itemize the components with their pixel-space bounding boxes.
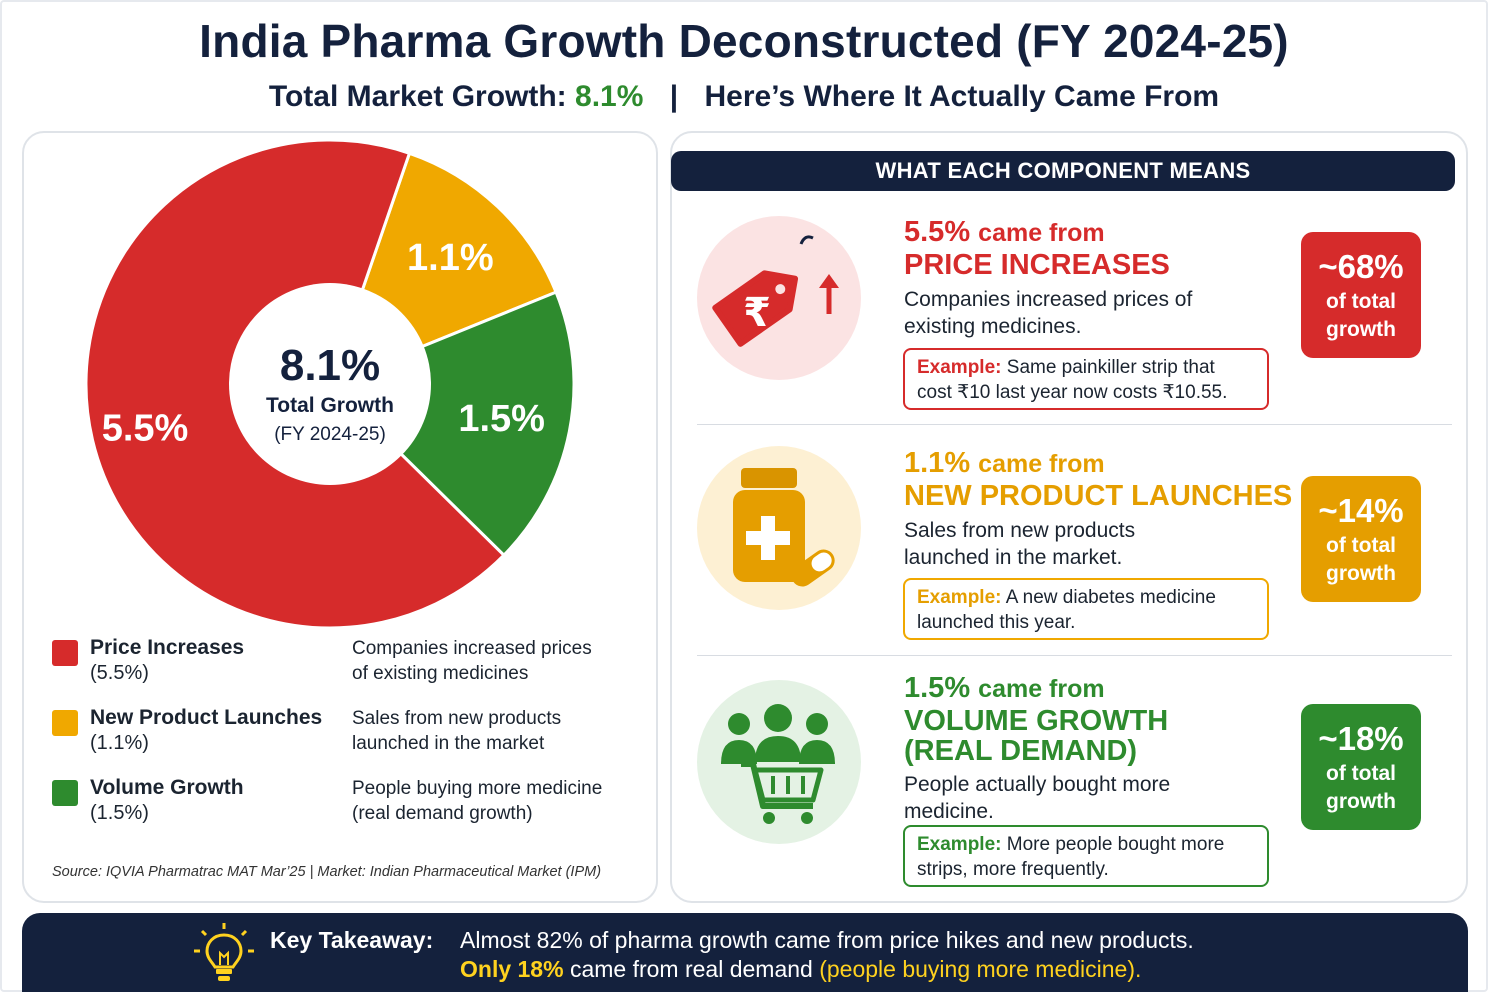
component-desc-line: existing medicines. — [904, 315, 1082, 338]
component-title: VOLUME GROWTH (REAL DEMAND) — [904, 706, 1168, 766]
component-desc-line: Sales from new products — [904, 519, 1136, 542]
share-value: ~18% — [1318, 720, 1404, 757]
share-label: of total — [1326, 534, 1396, 557]
donut-data-label: 1.1% — [407, 237, 494, 279]
example-box: Example: More people bought more strips,… — [903, 825, 1269, 887]
example-label: Example: — [917, 587, 1002, 608]
share-badge: ~14% of total growth — [1301, 476, 1421, 602]
share-label: growth — [1326, 318, 1396, 341]
price-tag-rupee-icon: ₹ — [697, 216, 861, 380]
example-text: launched this year. — [917, 612, 1076, 633]
key-takeaway-banner: Key Takeaway: Almost 82% of pharma growt… — [22, 913, 1468, 992]
donut-slice-volume-growth — [327, 290, 576, 558]
legend-description: People buying more medicine (real demand… — [352, 776, 632, 826]
share-label: growth — [1326, 790, 1396, 813]
share-label: of total — [1326, 290, 1396, 313]
takeaway-line-2: Only 18% came from real demand (people b… — [460, 956, 1141, 983]
takeaway-highlight: Only 18% — [460, 956, 564, 982]
legend-swatch-green — [52, 780, 78, 806]
legend-desc-line: Companies increased prices — [352, 638, 592, 659]
legend-desc-line: People buying more medicine — [352, 778, 603, 799]
share-label: growth — [1326, 562, 1396, 585]
legend-name: Volume Growth — [90, 776, 244, 799]
donut-data-label: 5.5% — [102, 407, 189, 449]
subtitle-suffix: Here’s Where It Actually Came From — [704, 80, 1220, 113]
component-came-from: came from — [978, 450, 1105, 478]
example-text: More people bought more — [1006, 834, 1225, 855]
legend-item-volume-growth: Volume Growth (1.5%) People buying more … — [52, 776, 632, 836]
lightbulb-icon — [194, 923, 254, 981]
component-heading: 5.5% came from — [904, 216, 1105, 249]
legend-swatch-yellow — [52, 710, 78, 736]
subtitle-separator: | — [669, 80, 679, 113]
example-text: cost ₹10 last year now costs ₹10.55. — [917, 382, 1228, 403]
legend-item-new-product-launches: New Product Launches (1.1%) Sales from n… — [52, 706, 632, 766]
legend-desc-line: (real demand growth) — [352, 803, 533, 824]
divider — [697, 655, 1452, 656]
component-title: NEW PRODUCT LAUNCHES — [904, 480, 1293, 512]
component-desc-line: Companies increased prices of — [904, 288, 1193, 311]
donut-center-value: 8.1% — [280, 341, 380, 390]
legend-name: Price Increases — [90, 636, 245, 659]
legend-item-price-increases: Price Increases (5.5%) Companies increas… — [52, 636, 632, 696]
example-text: A new diabetes medicine — [1005, 587, 1216, 608]
medicine-bottle-icon — [697, 446, 861, 610]
takeaway-parenthetical: (people buying more medicine). — [819, 956, 1142, 982]
takeaway-line-1: Almost 82% of pharma growth came from pr… — [460, 927, 1194, 953]
subtitle-total-value: 8.1% — [575, 80, 644, 113]
takeaway-label: Key Takeaway: — [270, 927, 434, 953]
page-title: India Pharma Growth Deconstructed (FY 20… — [199, 15, 1289, 67]
component-desc-line: medicine. — [904, 800, 994, 823]
components-header: WHAT EACH COMPONENT MEANS — [671, 151, 1455, 191]
example-box: Example: A new diabetes medicine launche… — [903, 578, 1269, 640]
component-desc-line: People actually bought more — [904, 773, 1171, 796]
component-came-from: came from — [978, 675, 1105, 703]
share-badge: ~68% of total growth — [1301, 232, 1421, 358]
share-value: ~68% — [1318, 248, 1404, 285]
component-description: Companies increased prices of existing m… — [904, 286, 1234, 340]
example-label: Example: — [917, 357, 1002, 378]
example-text: strips, more frequently. — [917, 859, 1109, 880]
people-shopping-cart-icon — [697, 680, 861, 844]
donut-hole — [229, 283, 431, 485]
component-description: Sales from new products launched in the … — [904, 517, 1234, 571]
page-subtitle: Total Market Growth: 8.1% | Here’s Where… — [0, 80, 1488, 114]
legend-desc-line: of existing medicines — [352, 663, 529, 684]
share-label: of total — [1326, 762, 1396, 785]
component-title: PRICE INCREASES — [904, 249, 1170, 281]
svg-text:₹: ₹ — [743, 290, 771, 336]
component-came-from: came from — [978, 219, 1105, 247]
legend-desc-line: launched in the market — [352, 733, 545, 754]
component-heading: 1.5% came from — [904, 672, 1105, 705]
legend-swatch-red — [52, 640, 78, 666]
example-label: Example: — [917, 834, 1002, 855]
component-desc-line: launched in the market. — [904, 546, 1123, 569]
legend-value: (1.1%) — [90, 732, 149, 754]
example-text: Same painkiller strip that — [1006, 357, 1215, 378]
share-value: ~14% — [1318, 492, 1404, 529]
legend-desc-line: Sales from new products — [352, 708, 562, 729]
source-note: Source: IQVIA Pharmatrac MAT Mar’25 | Ma… — [52, 864, 602, 880]
donut-data-label: 1.5% — [458, 398, 545, 440]
component-percent: 1.1% — [904, 447, 971, 479]
legend-name: New Product Launches — [90, 706, 323, 729]
component-percent: 1.5% — [904, 672, 971, 704]
takeaway-text: came from real demand — [569, 956, 813, 982]
component-title-line: (REAL DEMAND) — [904, 735, 1138, 767]
legend-description: Sales from new products launched in the … — [352, 706, 632, 756]
donut-center-sublabel: (FY 2024-25) — [274, 424, 386, 445]
donut-center-label: Total Growth — [266, 394, 394, 417]
share-badge: ~18% of total growth — [1301, 704, 1421, 830]
component-heading: 1.1% came from — [904, 447, 1105, 480]
divider — [697, 424, 1452, 425]
component-description: People actually bought more medicine. — [904, 771, 1234, 825]
legend-value: (1.5%) — [90, 802, 149, 824]
legend-value: (5.5%) — [90, 662, 149, 684]
subtitle-prefix: Total Market Growth: — [268, 80, 567, 113]
example-box: Example: Same painkiller strip that cost… — [903, 348, 1269, 410]
component-percent: 5.5% — [904, 216, 971, 248]
component-title-line: VOLUME GROWTH — [904, 705, 1169, 737]
legend-description: Companies increased prices of existing m… — [352, 636, 632, 686]
